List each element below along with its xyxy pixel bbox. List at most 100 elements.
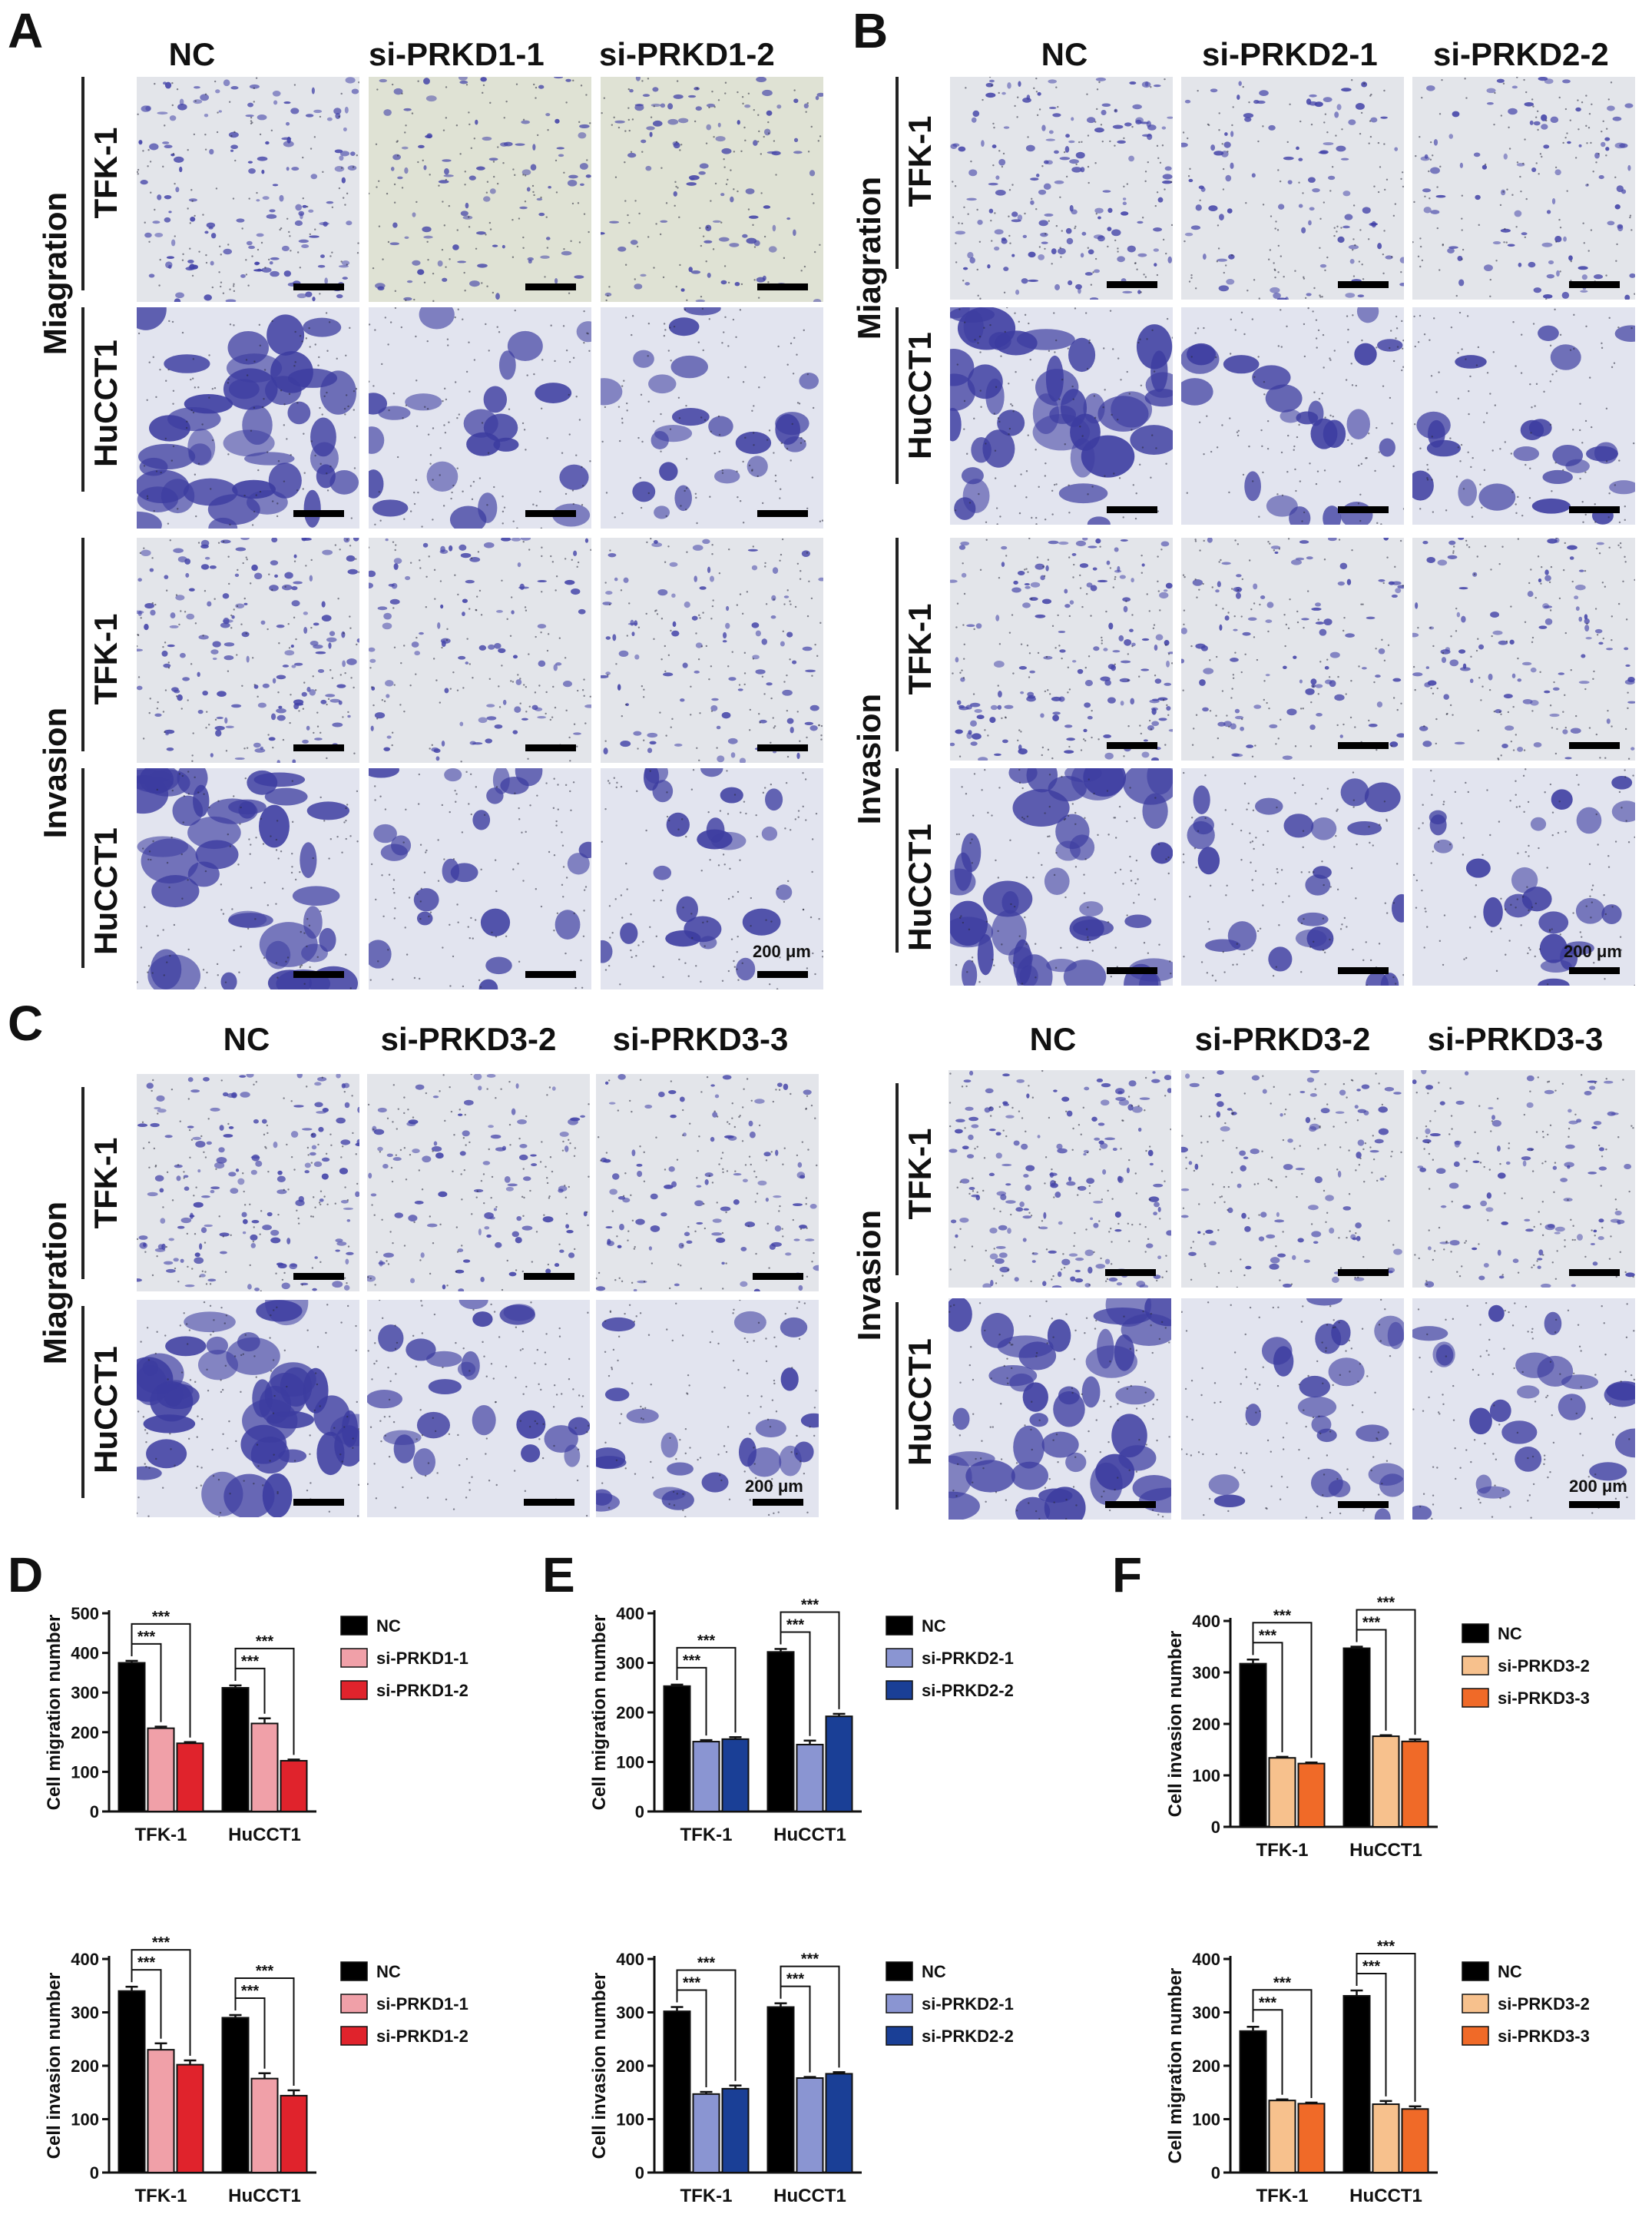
pore <box>1243 782 1246 785</box>
pore <box>326 391 328 394</box>
pore <box>241 227 243 230</box>
cell <box>1336 104 1342 111</box>
cell <box>515 1083 519 1089</box>
pore <box>603 97 606 99</box>
pore <box>293 560 296 562</box>
cell-cluster <box>1530 817 1547 831</box>
cell <box>555 118 560 124</box>
cell <box>1448 540 1456 545</box>
pore <box>1020 473 1022 476</box>
cell <box>462 1130 470 1137</box>
pore <box>1240 859 1243 861</box>
cell <box>618 650 629 658</box>
pore <box>144 221 146 224</box>
pore <box>306 1086 308 1088</box>
cell <box>154 1175 164 1182</box>
pore <box>665 515 667 518</box>
pore <box>1620 546 1622 549</box>
pore <box>999 515 1001 518</box>
pore <box>998 91 1000 94</box>
pore <box>997 930 999 933</box>
pore <box>328 321 331 323</box>
pore <box>568 360 571 363</box>
pore <box>998 643 1001 645</box>
pore <box>169 539 171 542</box>
pore <box>376 718 379 720</box>
pore <box>255 837 257 839</box>
cell <box>695 642 703 648</box>
cell <box>459 80 468 85</box>
pore <box>468 390 471 393</box>
cell <box>488 1125 494 1129</box>
pore <box>1251 950 1253 952</box>
pore <box>263 369 267 371</box>
cell <box>1038 220 1048 227</box>
pore <box>779 956 781 959</box>
pore <box>1096 108 1098 111</box>
pore <box>578 419 581 421</box>
cell <box>1448 134 1454 139</box>
cell <box>1064 588 1068 594</box>
pore <box>545 691 548 694</box>
pore <box>1211 586 1213 588</box>
pore <box>1605 274 1607 277</box>
cell <box>508 1271 517 1277</box>
cell <box>270 1229 280 1236</box>
pore <box>806 552 809 554</box>
pore <box>1426 479 1429 481</box>
pore <box>325 1152 328 1155</box>
cell <box>164 144 173 149</box>
pore <box>793 336 796 340</box>
pore <box>761 675 764 678</box>
cell <box>985 92 996 98</box>
cell <box>302 538 312 541</box>
pore <box>306 1146 310 1149</box>
cell <box>353 538 359 542</box>
pore <box>1309 745 1313 747</box>
cell <box>998 158 1006 166</box>
micrograph-tfk-1-migration-nc <box>137 1074 359 1291</box>
cell <box>1030 177 1039 181</box>
pore <box>798 403 801 405</box>
cell-cluster <box>259 804 290 848</box>
cell <box>476 231 486 235</box>
cell-cluster <box>954 497 976 520</box>
cell <box>355 1142 359 1147</box>
pore <box>437 880 440 882</box>
membrane-pores <box>952 538 1173 760</box>
pore <box>1143 273 1145 276</box>
pore <box>1549 609 1552 612</box>
pore <box>1114 239 1117 242</box>
pore <box>253 101 255 103</box>
cell-cluster <box>1081 435 1135 478</box>
pore <box>378 225 381 227</box>
cell <box>437 260 443 267</box>
pore <box>442 129 445 131</box>
pore <box>802 805 804 808</box>
pore <box>1084 666 1087 669</box>
pore <box>546 649 549 652</box>
cell-cluster <box>1035 369 1079 406</box>
pore <box>1329 190 1332 192</box>
pore <box>187 793 190 795</box>
pore <box>303 681 306 684</box>
cell <box>762 89 773 97</box>
cell <box>170 239 176 247</box>
pore <box>141 847 144 850</box>
cell-cluster <box>1097 396 1149 432</box>
pore <box>415 380 418 382</box>
pore <box>1011 614 1014 616</box>
pore <box>473 359 476 361</box>
cell <box>1509 639 1515 645</box>
cell <box>1068 280 1073 286</box>
pore <box>1345 693 1347 695</box>
cell <box>1168 729 1173 732</box>
cell <box>966 624 975 628</box>
pore <box>294 878 297 881</box>
cell-cluster <box>1305 874 1331 896</box>
pore <box>1445 713 1448 715</box>
pore <box>240 806 242 809</box>
pore <box>206 711 208 713</box>
pore <box>498 685 500 688</box>
cell <box>667 103 674 110</box>
